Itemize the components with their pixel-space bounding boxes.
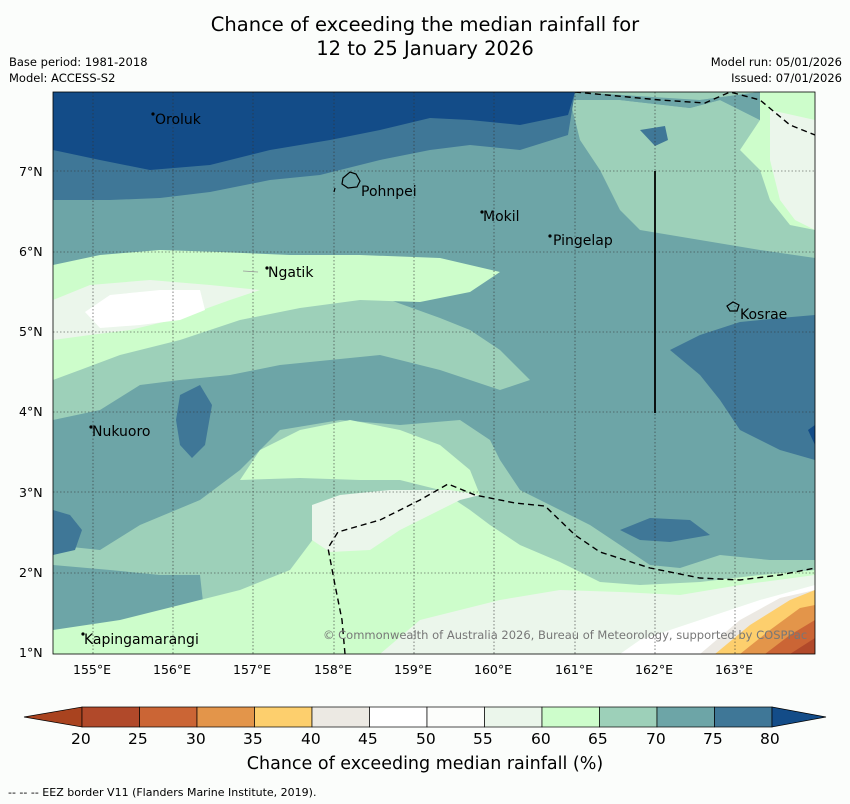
base-period: Base period: 1981-2018 (9, 55, 148, 69)
place-kapingamarangi: Kapingamarangi (84, 632, 199, 648)
lat-label-7n: 7°N (19, 164, 43, 179)
pohnpei-island (341, 171, 361, 189)
eez-footnote: -- -- -- EEZ border V11 (Flanders Marine… (8, 786, 317, 799)
place-pingelap: Pingelap (553, 233, 613, 249)
colorbar-bin-20-25 (81, 706, 140, 728)
lat-label-6n: 6°N (19, 244, 43, 259)
cbar-tick-55: 55 (473, 730, 493, 748)
model-run: Model run: 05/01/2026 (710, 55, 842, 69)
colorbar-bin-40-45 (311, 706, 370, 728)
lon-label-159e: 159°E (394, 662, 433, 677)
lon-label-160e: 160°E (474, 662, 513, 677)
lat-label-4n: 4°N (19, 404, 43, 419)
place-mokil: Mokil (483, 209, 520, 225)
cbar-tick-80: 80 (760, 730, 780, 748)
issued-date: Issued: 07/01/2026 (731, 71, 842, 85)
colorbar (23, 706, 827, 728)
map-title: Chance of exceeding the median rainfall … (0, 13, 850, 61)
lat-label-5n: 5°N (19, 324, 43, 339)
colorbar-bin-50-55 (426, 706, 485, 728)
colorbar-bin-75-80 (714, 706, 773, 728)
colorbar-bin-60-65 (541, 706, 600, 728)
lat-label-2n: 2°N (19, 565, 43, 580)
rainfall-contours (53, 92, 815, 654)
cbar-tick-25: 25 (128, 730, 148, 748)
colorbar-low-extension (23, 706, 83, 728)
lon-label-156e: 156°E (153, 662, 192, 677)
cbar-tick-30: 30 (186, 730, 206, 748)
colorbar-bin-30-35 (196, 706, 255, 728)
lon-label-155e: 155°E (73, 662, 112, 677)
place-pohnpei: Pohnpei (361, 184, 417, 200)
eez-border (327, 92, 815, 654)
cbar-tick-20: 20 (71, 730, 91, 748)
title-line-1: Chance of exceeding the median rainfall … (210, 13, 640, 36)
place-kosrae: Kosrae (740, 307, 788, 323)
place-ngatik: Ngatik (268, 265, 314, 281)
colorbar-high-extension (771, 706, 827, 728)
copyright-notice: © Commonwealth of Australia 2026, Bureau… (323, 628, 808, 642)
model-name: Model: ACCESS-S2 (9, 71, 116, 85)
lat-label-1n: 1°N (19, 645, 43, 660)
lon-label-161e: 161°E (555, 662, 594, 677)
lon-label-163e: 163°E (715, 662, 754, 677)
meta-left: Base period: 1981-2018 Model: ACCESS-S2 (9, 54, 148, 86)
cbar-tick-60: 60 (531, 730, 551, 748)
title-line-2: 12 to 25 January 2026 (316, 37, 534, 60)
lon-label-157e: 157°E (233, 662, 272, 677)
place-oroluk: Oroluk (155, 112, 201, 128)
colorbar-bin-35-40 (254, 706, 313, 728)
lon-label-158e: 158°E (314, 662, 353, 677)
cbar-tick-50: 50 (416, 730, 436, 748)
kosrae-island (726, 301, 740, 312)
meta-right: Model run: 05/01/2026 Issued: 07/01/2026 (711, 54, 842, 86)
cbar-tick-35: 35 (243, 730, 263, 748)
cbar-tick-45: 45 (358, 730, 378, 748)
cbar-tick-40: 40 (301, 730, 321, 748)
colorbar-title: Chance of exceeding median rainfall (%) (246, 754, 604, 774)
cbar-tick-65: 65 (588, 730, 608, 748)
cbar-tick-75: 75 (703, 730, 723, 748)
colorbar-bin-25-30 (139, 706, 198, 728)
colorbar-bin-55-60 (484, 706, 543, 728)
place-nukuoro: Nukuoro (92, 424, 151, 440)
colorbar-bin-65-70 (599, 706, 658, 728)
cbar-tick-70: 70 (646, 730, 666, 748)
colorbar-bin-45-50 (369, 706, 428, 728)
lat-label-3n: 3°N (19, 485, 43, 500)
lon-label-162e: 162°E (635, 662, 674, 677)
colorbar-bin-70-75 (656, 706, 715, 728)
island-outlines (81, 112, 740, 636)
map-frame (52, 91, 816, 655)
